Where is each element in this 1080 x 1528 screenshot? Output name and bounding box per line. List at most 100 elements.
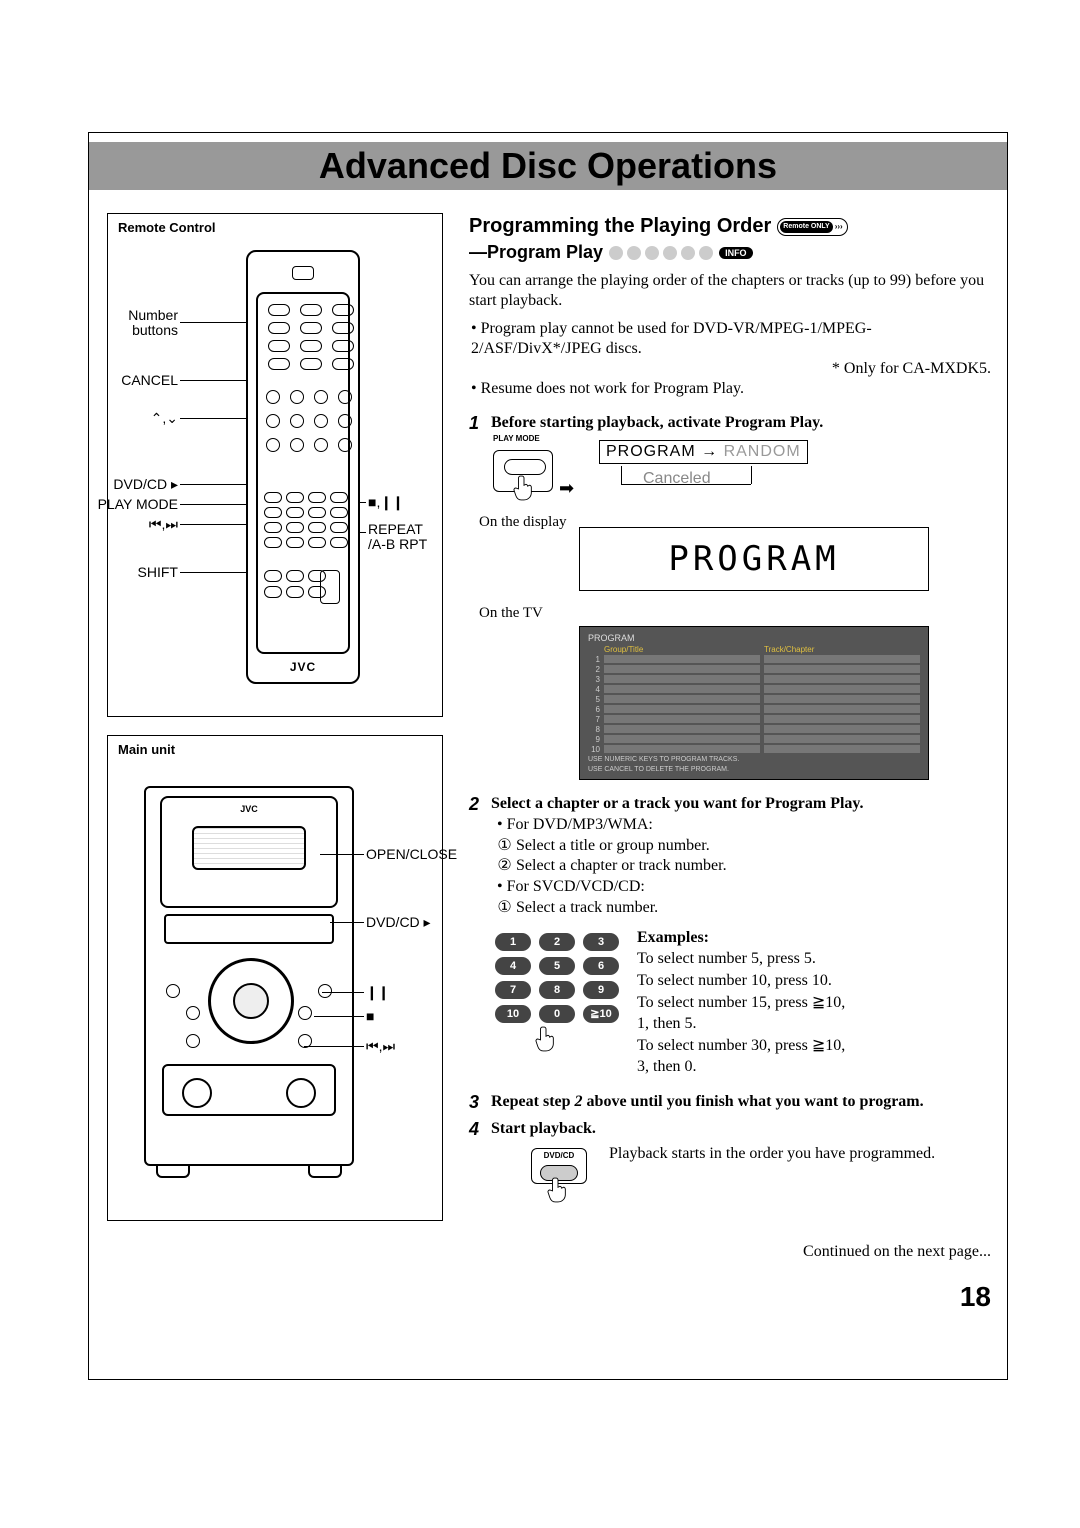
label-dvdcd2: DVD/CD ▸ — [366, 914, 431, 931]
remote-control-box: Remote Control Number buttons CANCEL ⌃,⌄… — [107, 213, 443, 717]
section-heading: Programming the Playing Order Remote ONL… — [469, 215, 991, 238]
step4-row: DVD/CD Playback starts in the order you … — [495, 1142, 991, 1217]
step-num-2: 2 — [469, 794, 483, 815]
step2-dvd1: ① Select a title or group number. — [497, 836, 991, 857]
hand-icon — [513, 474, 535, 502]
page-frame: Remote Control Number buttons CANCEL ⌃,⌄… — [88, 132, 1008, 1380]
label-dvdcd: DVD/CD ▸ — [108, 476, 178, 493]
intro-para: You can arrange the playing order of the… — [469, 271, 991, 311]
step-1-text: Before starting playback, activate Progr… — [491, 413, 823, 434]
step4-desc: Playback starts in the order you have pr… — [609, 1144, 935, 1164]
dvdcd-button-wrap: DVD/CD — [495, 1142, 587, 1217]
unit-foot — [156, 1164, 190, 1178]
hand-icon — [547, 1176, 569, 1204]
keypad-key: 1 — [495, 933, 531, 951]
step-1: 1 Before starting playback, activate Pro… — [469, 413, 991, 434]
tv-foot1: USE NUMERIC KEYS TO PROGRAM TRACKS. — [588, 756, 920, 764]
lcd-display: PROGRAM — [579, 527, 929, 591]
examples-row: 123456789100≧10 Examples: To select numb… — [469, 927, 991, 1078]
lcd-text: PROGRAM — [668, 539, 839, 579]
keypad-key: ≧10 — [583, 1005, 619, 1023]
bottom-ovals — [264, 570, 326, 598]
example-1: To select number 5, press 5. — [637, 948, 845, 970]
keypad-key: 3 — [583, 933, 619, 951]
bullet-1: • Program play cannot be used for DVD-VR… — [471, 319, 991, 359]
example-4a: To select number 30, press ≧10, — [637, 1035, 845, 1057]
unit-foot — [308, 1164, 342, 1178]
label-cancel: CANCEL — [114, 372, 178, 388]
tv-col2: Track/Chapter — [764, 645, 920, 654]
step-4: 4 Start playback. — [469, 1119, 991, 1140]
step2-dvd1-text: Select a title or group number. — [516, 837, 710, 854]
main-unit-box: Main unit JVC OPEN/CLOSE D — [107, 735, 443, 1221]
step2-dvd2: ② Select a chapter or track number. — [497, 856, 991, 877]
heading-text: Programming the Playing Order — [469, 215, 771, 238]
program-box: PROGRAM → RANDOM — [599, 440, 808, 464]
remote-illustration: JVC — [246, 250, 360, 684]
tv-screen: PROGRAM Group/Title Track/Chapter 123456… — [579, 626, 929, 780]
asterisk-note: * Only for CA-MXDK5. — [469, 359, 991, 379]
example-3b: 1, then 5. — [637, 1013, 845, 1035]
big-button — [320, 570, 340, 604]
label-number-buttons: Number buttons — [114, 308, 178, 339]
left-column: Remote Control Number buttons CANCEL ⌃,⌄… — [107, 213, 443, 1221]
keypad-key: 2 — [539, 933, 575, 951]
lead-line — [180, 322, 254, 323]
continued-text: Continued on the next page... — [469, 1243, 991, 1261]
keypad-wrap: 123456789100≧10 — [469, 927, 619, 1078]
ir-window — [292, 266, 314, 280]
step2-dvd: • For DVD/MP3/WMA: — [497, 815, 991, 836]
unit-display — [192, 826, 306, 870]
example-4b: 3, then 0. — [637, 1056, 845, 1078]
step2-dvd2-text: Select a chapter or track number. — [516, 857, 727, 874]
sub-heading-row: —Program Play INFO — [469, 242, 991, 263]
main-box-title: Main unit — [118, 742, 175, 757]
lead-line — [751, 466, 752, 484]
unit-tape — [162, 1064, 336, 1116]
round-row1 — [266, 390, 354, 404]
bullet-2: • Resume does not work for Program Play. — [471, 379, 991, 399]
lead-line — [322, 992, 364, 993]
tv-rows: 12345678910 — [588, 655, 920, 754]
step-3: 3 Repeat step 2 above until you finish w… — [469, 1092, 991, 1113]
label-shift: SHIFT — [114, 564, 178, 580]
unit-btn — [166, 984, 180, 998]
example-3a: To select number 15, press ≧10, — [637, 992, 845, 1014]
pill-block — [264, 492, 348, 548]
label-repeat: REPEAT /A-B RPT — [368, 522, 427, 553]
page-number: 18 — [960, 1281, 991, 1313]
right-column: Programming the Playing Order Remote ONL… — [469, 215, 991, 1261]
keypad-key: 4 — [495, 957, 531, 975]
dvdcd-label: DVD/CD — [532, 1151, 586, 1160]
unit-dial — [208, 958, 294, 1044]
step2-svcd1-text: Select a track number. — [516, 899, 658, 916]
tv-header: PROGRAM — [588, 633, 920, 643]
step-num-1: 1 — [469, 413, 483, 434]
step-4-text: Start playback. — [491, 1119, 596, 1140]
label-openclose: OPEN/CLOSE — [366, 846, 457, 862]
keypad-key: 5 — [539, 957, 575, 975]
unit-btn — [186, 1034, 200, 1048]
example-2: To select number 10, press 10. — [637, 970, 845, 992]
info-badge: INFO — [719, 247, 753, 259]
label-prevnext2: ⏮,⏭ — [366, 1038, 395, 1055]
step2-svcd1: ① Select a track number. — [497, 898, 991, 919]
lead-line — [314, 1016, 364, 1017]
label-updown: ⌃,⌄ — [114, 410, 178, 427]
remote-only-text: Remote ONLY — [780, 221, 832, 233]
unit-brand: JVC — [240, 804, 258, 814]
lead-line — [320, 854, 364, 855]
keypad-key: 8 — [539, 981, 575, 999]
keypad-key: 9 — [583, 981, 619, 999]
label-playmode: PLAY MODE — [96, 496, 178, 512]
keypad-key: 0 — [539, 1005, 575, 1023]
unit-tray — [164, 914, 334, 944]
step-2-text: Select a chapter or a track you want for… — [491, 794, 864, 815]
on-display-label: On the display — [469, 514, 579, 531]
remote-only-badge: Remote ONLY ››› — [777, 218, 847, 236]
arrow-icon: ➡ — [559, 478, 574, 499]
hand-icon — [535, 1025, 557, 1053]
tv-col1: Group/Title — [604, 645, 760, 654]
random-label: RANDOM — [724, 443, 801, 460]
main-unit-illustration: JVC — [144, 786, 354, 1166]
